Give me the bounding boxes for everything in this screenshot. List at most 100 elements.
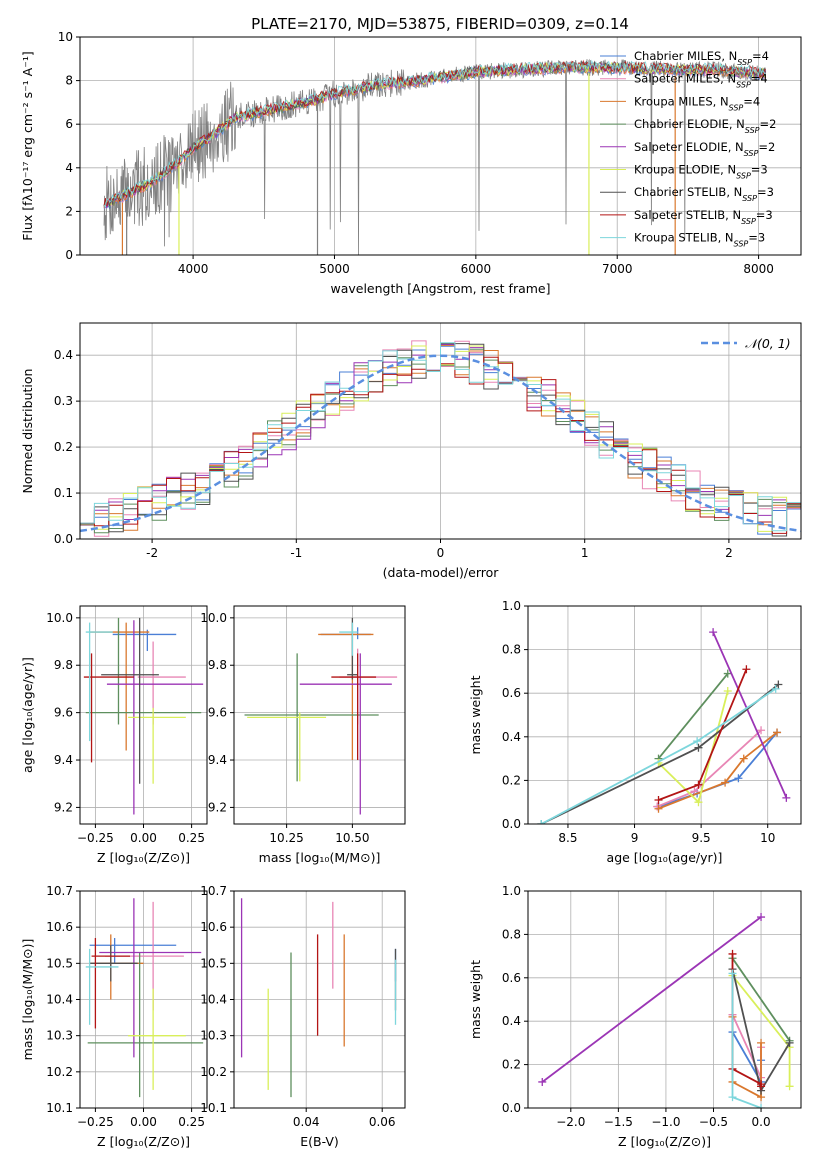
y-tick-label: 10.0 — [46, 611, 73, 625]
panel-age-vs-Z: −0.25 0.00 0.25 9.2 9.4 9.6 9.8 10.0 Z [log₁₀(Z/… — [20, 605, 208, 865]
y-tick-label: 0.4 — [502, 1014, 521, 1028]
legend-entry-6: Chabrier STELIB, NSSP=3 — [634, 185, 774, 203]
weight-line-4 — [541, 916, 762, 1083]
x-axis-label: Z [log₁₀(Z/Z⊙)] — [97, 1134, 190, 1149]
weight-marker-0 — [734, 774, 743, 783]
weight-line-3 — [657, 673, 729, 760]
x-tick-label: 6000 — [461, 262, 492, 276]
weight-marker-4 — [538, 1077, 547, 1086]
weight-marker-4 — [757, 913, 766, 922]
y-tick-label: 0.6 — [502, 971, 521, 985]
x-tick-label: 0 — [437, 546, 445, 560]
y-tick-label: 10.0 — [200, 611, 227, 625]
y-axis-label: mass [log₁₀(M/M⊙)] — [20, 939, 35, 1061]
y-tick-label: 0.6 — [502, 686, 521, 700]
x-tick-label: 1 — [581, 546, 589, 560]
weight-marker-3 — [723, 669, 732, 678]
weight-marker-7 — [694, 780, 703, 789]
y-tick-label: 10.6 — [46, 920, 73, 934]
x-tick-label: 9.5 — [692, 831, 711, 845]
y-tick-label: 10.3 — [46, 1029, 73, 1043]
x-tick-label: 0.25 — [178, 831, 205, 845]
x-tick-label: 0.04 — [293, 1115, 320, 1129]
weight-marker-7 — [654, 796, 663, 805]
legend-entry-3: Chabrier ELODIE, NSSP=2 — [634, 117, 776, 135]
y-tick-label: 4 — [65, 161, 73, 175]
weight-marker-8 — [537, 820, 546, 824]
y-tick-label: 10.2 — [200, 1065, 227, 1079]
y-tick-label: 0.2 — [502, 1058, 521, 1072]
plot-area — [528, 606, 801, 824]
y-tick-label: 9.4 — [208, 753, 227, 767]
x-tick-label: 0.0 — [752, 1115, 771, 1129]
y-tick-label: 0.8 — [502, 927, 521, 941]
weight-marker-2 — [721, 778, 730, 787]
panel-age-vs-mass: 10.25 10.50 9.2 9.4 9.6 9.8 10.0 mass [log₁₀(M/… — [200, 605, 406, 865]
axes-frame — [527, 890, 802, 1109]
y-tick-label: 1.0 — [502, 599, 521, 613]
x-axis-label: E(B-V) — [300, 1134, 339, 1149]
y-tick-label: 10.4 — [200, 993, 227, 1007]
weight-marker-2 — [757, 1038, 766, 1047]
y-tick-label: 0.4 — [54, 348, 73, 362]
y-tick-label: 10.1 — [200, 1101, 227, 1115]
y-tick-label: 10 — [58, 30, 73, 44]
observed-spectrum — [103, 58, 767, 255]
y-tick-label: 10.7 — [46, 884, 73, 898]
model-spectrum-8 — [103, 59, 767, 208]
weight-marker-6 — [694, 743, 703, 752]
panel-mass-vs-Z: −0.25 0.00 0.25 10.1 10.2 10.3 10.4 10.5 10.6 10.… — [20, 884, 208, 1149]
x-tick-label: 10 — [760, 831, 775, 845]
x-tick-label: 2 — [725, 546, 733, 560]
weight-marker-5 — [785, 1082, 794, 1091]
weight-line-4 — [712, 631, 788, 799]
weight-marker-6 — [785, 1038, 794, 1047]
legend-entry-1: Salpeter MILES, NSSP=4 — [634, 72, 768, 90]
plot-area — [80, 37, 801, 255]
y-tick-label: 9.6 — [54, 706, 73, 720]
x-axis-label: mass [log₁₀(M/M⊙)] — [259, 850, 381, 865]
axes-frame — [527, 605, 802, 825]
y-tick-label: 1.0 — [502, 884, 521, 898]
x-axis-label: Z [log₁₀(Z/Z⊙)] — [97, 850, 190, 865]
y-tick-label: 10.6 — [200, 920, 227, 934]
legend-entry-normal: 𝒩(0, 1) — [745, 336, 791, 351]
x-tick-label: −0.5 — [699, 1115, 728, 1129]
x-tick-label: 10.25 — [269, 831, 303, 845]
panel-mass-vs-ebv: 0.04 0.06 10.1 10.2 10.3 10.4 10.5 10.6 10.7 E(B-… — [200, 884, 406, 1149]
weight-marker-8 — [728, 1093, 737, 1102]
weight-marker-8 — [771, 684, 780, 693]
weight-marker-2 — [773, 728, 782, 737]
y-tick-label: 2 — [65, 204, 73, 218]
weight-line-3 — [731, 957, 791, 1042]
legend-entry-5: Kroupa ELODIE, NSSP=3 — [634, 163, 768, 181]
weight-marker-4 — [782, 793, 791, 802]
x-tick-label: 0.00 — [130, 831, 157, 845]
x-tick-label: −1.5 — [604, 1115, 633, 1129]
plot-area — [80, 606, 207, 824]
x-tick-label: 8000 — [743, 262, 774, 276]
y-tick-label: 10.7 — [200, 884, 227, 898]
x-tick-label: 0.00 — [130, 1115, 157, 1129]
x-tick-label: −2.0 — [556, 1115, 585, 1129]
weight-marker-6 — [774, 680, 783, 689]
y-tick-label: 0.2 — [54, 440, 73, 454]
x-tick-label: 10.50 — [335, 831, 369, 845]
x-tick-label: 0.25 — [178, 1115, 205, 1129]
weight-marker-7 — [742, 665, 751, 674]
panel-spectrum: 4000 5000 6000 7000 8000 0 2 4 6 8 10 wavelength [A… — [20, 30, 802, 296]
x-tick-label: -1 — [290, 546, 302, 560]
panel-residuals: -2 -1 0 1 2 0.0 0.1 0.2 0.3 0.4 (data-model)/error… — [20, 322, 802, 580]
x-tick-label: -2 — [146, 546, 158, 560]
y-tick-label: 0.2 — [502, 773, 521, 787]
y-tick-label: 0.0 — [54, 532, 73, 546]
weight-marker-5 — [694, 798, 703, 807]
x-tick-label: 4000 — [178, 262, 209, 276]
spectrum-legend: Chabrier MILES, NSSP=4 Salpeter MILES, NS… — [600, 49, 776, 248]
y-tick-label: 9.2 — [208, 800, 227, 814]
normal-curve — [80, 354, 801, 533]
y-axis-label: Flux [fλ10⁻¹⁷ erg cm⁻² s⁻¹ A⁻¹] — [20, 51, 35, 240]
y-tick-label: 0.0 — [502, 817, 521, 831]
y-tick-label: 9.6 — [208, 706, 227, 720]
